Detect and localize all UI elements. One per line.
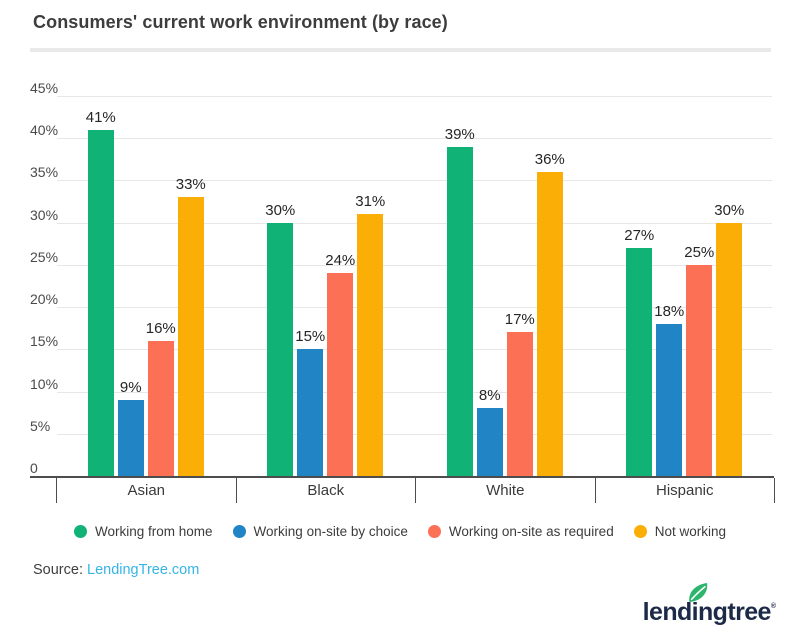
bar-asian-working-on-site-by-choice: 9%: [117, 379, 144, 476]
bar-black-working-on-site-by-choice: 15%: [295, 328, 325, 476]
bar-value-label: 33%: [175, 176, 206, 194]
gridline-25: [57, 264, 772, 266]
gridline-10: [57, 391, 772, 393]
bar-value-label: 9%: [119, 379, 142, 396]
category-label-hispanic: Hispanic: [594, 478, 775, 503]
gridline-15: [57, 349, 772, 351]
y-tick-label: 40%: [30, 122, 59, 139]
y-tick-label: 10%: [30, 375, 59, 392]
registered-mark: ®: [770, 603, 776, 610]
category-label-asian: Asian: [56, 478, 236, 503]
y-tick-label: 45%: [30, 80, 59, 96]
bar-hispanic-working-on-site-as-required: 25%: [684, 244, 714, 476]
y-tick-label: 5%: [30, 417, 51, 434]
bar-black-working-on-site-as-required: 24%: [325, 252, 355, 476]
logo-wordmark: lendingtree: [642, 598, 772, 626]
bar-hispanic-working-on-site-by-choice: 18%: [654, 303, 684, 476]
bar-value-label: 41%: [85, 108, 116, 126]
bar-value-label: 36%: [534, 151, 565, 168]
bar-white-working-from-home: 39%: [445, 126, 475, 476]
bar-value-label: 30%: [714, 201, 745, 219]
bar-value-label: 31%: [355, 193, 386, 211]
bar-value-label: 30%: [265, 201, 296, 219]
y-tick-label: 30%: [30, 206, 59, 223]
gridline-35: [57, 180, 772, 182]
source-link[interactable]: LendingTree.com: [87, 562, 200, 578]
legend-item-not-working: Not working: [633, 524, 726, 539]
legend-swatch-icon: [232, 525, 246, 538]
gridline-40: [57, 138, 772, 140]
y-tick-label: 20%: [30, 291, 59, 308]
legend-label: Working on-site by choice: [253, 524, 408, 539]
legend-item-working-on-site-as-required: Working on-site as required: [427, 524, 614, 539]
x-axis-line: [30, 476, 774, 478]
bar-value-label: 15%: [295, 328, 326, 346]
legend-swatch-icon: [74, 525, 87, 538]
gridline-20: [57, 307, 772, 309]
source-label: Source:: [33, 562, 83, 578]
bar-chart: 45% 40% 35% 30% 25% 20% 15% 10% 5% 0 41% 9% 16% 33% 3…: [30, 80, 775, 503]
bar-black-working-from-home: 30%: [265, 202, 295, 476]
bar-value-label: 24%: [325, 252, 356, 270]
gridline-30: [57, 222, 772, 224]
gridline-5: [57, 433, 772, 435]
y-tick-label: 0: [30, 460, 38, 476]
legend-label: Working on-site as required: [448, 524, 614, 539]
y-tick-label: 35%: [30, 164, 59, 181]
legend-label: Working from home: [95, 524, 213, 539]
bar-black-not-working: 31%: [355, 193, 385, 476]
lendingtree-logo: lendingtree®: [642, 583, 776, 634]
title-divider: [30, 48, 771, 52]
bar-group-asian: 41% 9% 16% 33%: [56, 96, 236, 476]
bar-value-label: 16%: [145, 319, 176, 337]
chart-legend: Working from home Working on-site by choi…: [0, 524, 800, 539]
legend-item-working-from-home: Working from home: [74, 524, 213, 539]
bar-value-label: 27%: [624, 227, 655, 244]
bar-value-label: 8%: [478, 387, 501, 405]
bar-white-not-working: 36%: [535, 151, 565, 476]
bar-asian-working-on-site-as-required: 16%: [146, 320, 176, 476]
bar-group-white: 39% 8% 17% 36%: [415, 96, 595, 476]
bar-white-working-on-site-by-choice: 8%: [476, 387, 503, 476]
gridline-45: [57, 96, 772, 97]
y-tick-label: 15%: [30, 333, 59, 350]
category-label-black: Black: [235, 478, 416, 503]
legend-swatch-icon: [633, 525, 647, 538]
leaf-icon: [688, 583, 707, 602]
category-label-white: White: [415, 478, 595, 503]
legend-label: Not working: [654, 524, 726, 539]
bar-value-label: 17%: [504, 311, 535, 329]
page-title: Consumers' current work environment (by …: [33, 12, 448, 32]
bar-hispanic-working-from-home: 27%: [624, 227, 654, 476]
bar-hispanic-not-working: 30%: [714, 202, 744, 476]
bar-asian-working-from-home: 41%: [86, 109, 116, 476]
source-note: Source: LendingTree.com: [33, 562, 199, 578]
bar-value-label: 18%: [654, 303, 685, 320]
x-axis-category-row: Asian Black White Hispanic: [56, 478, 775, 503]
bar-white-working-on-site-as-required: 17%: [505, 311, 535, 476]
legend-item-working-on-site-by-choice: Working on-site by choice: [232, 524, 408, 539]
bar-asian-not-working: 33%: [176, 176, 206, 476]
y-tick-label: 25%: [30, 248, 59, 265]
bar-group-black: 30% 15% 24% 31%: [236, 96, 416, 476]
bar-value-label: 39%: [444, 125, 475, 143]
bar-value-label: 25%: [684, 243, 715, 261]
bar-group-hispanic: 27% 18% 25% 30%: [595, 96, 775, 476]
legend-swatch-icon: [427, 525, 441, 538]
